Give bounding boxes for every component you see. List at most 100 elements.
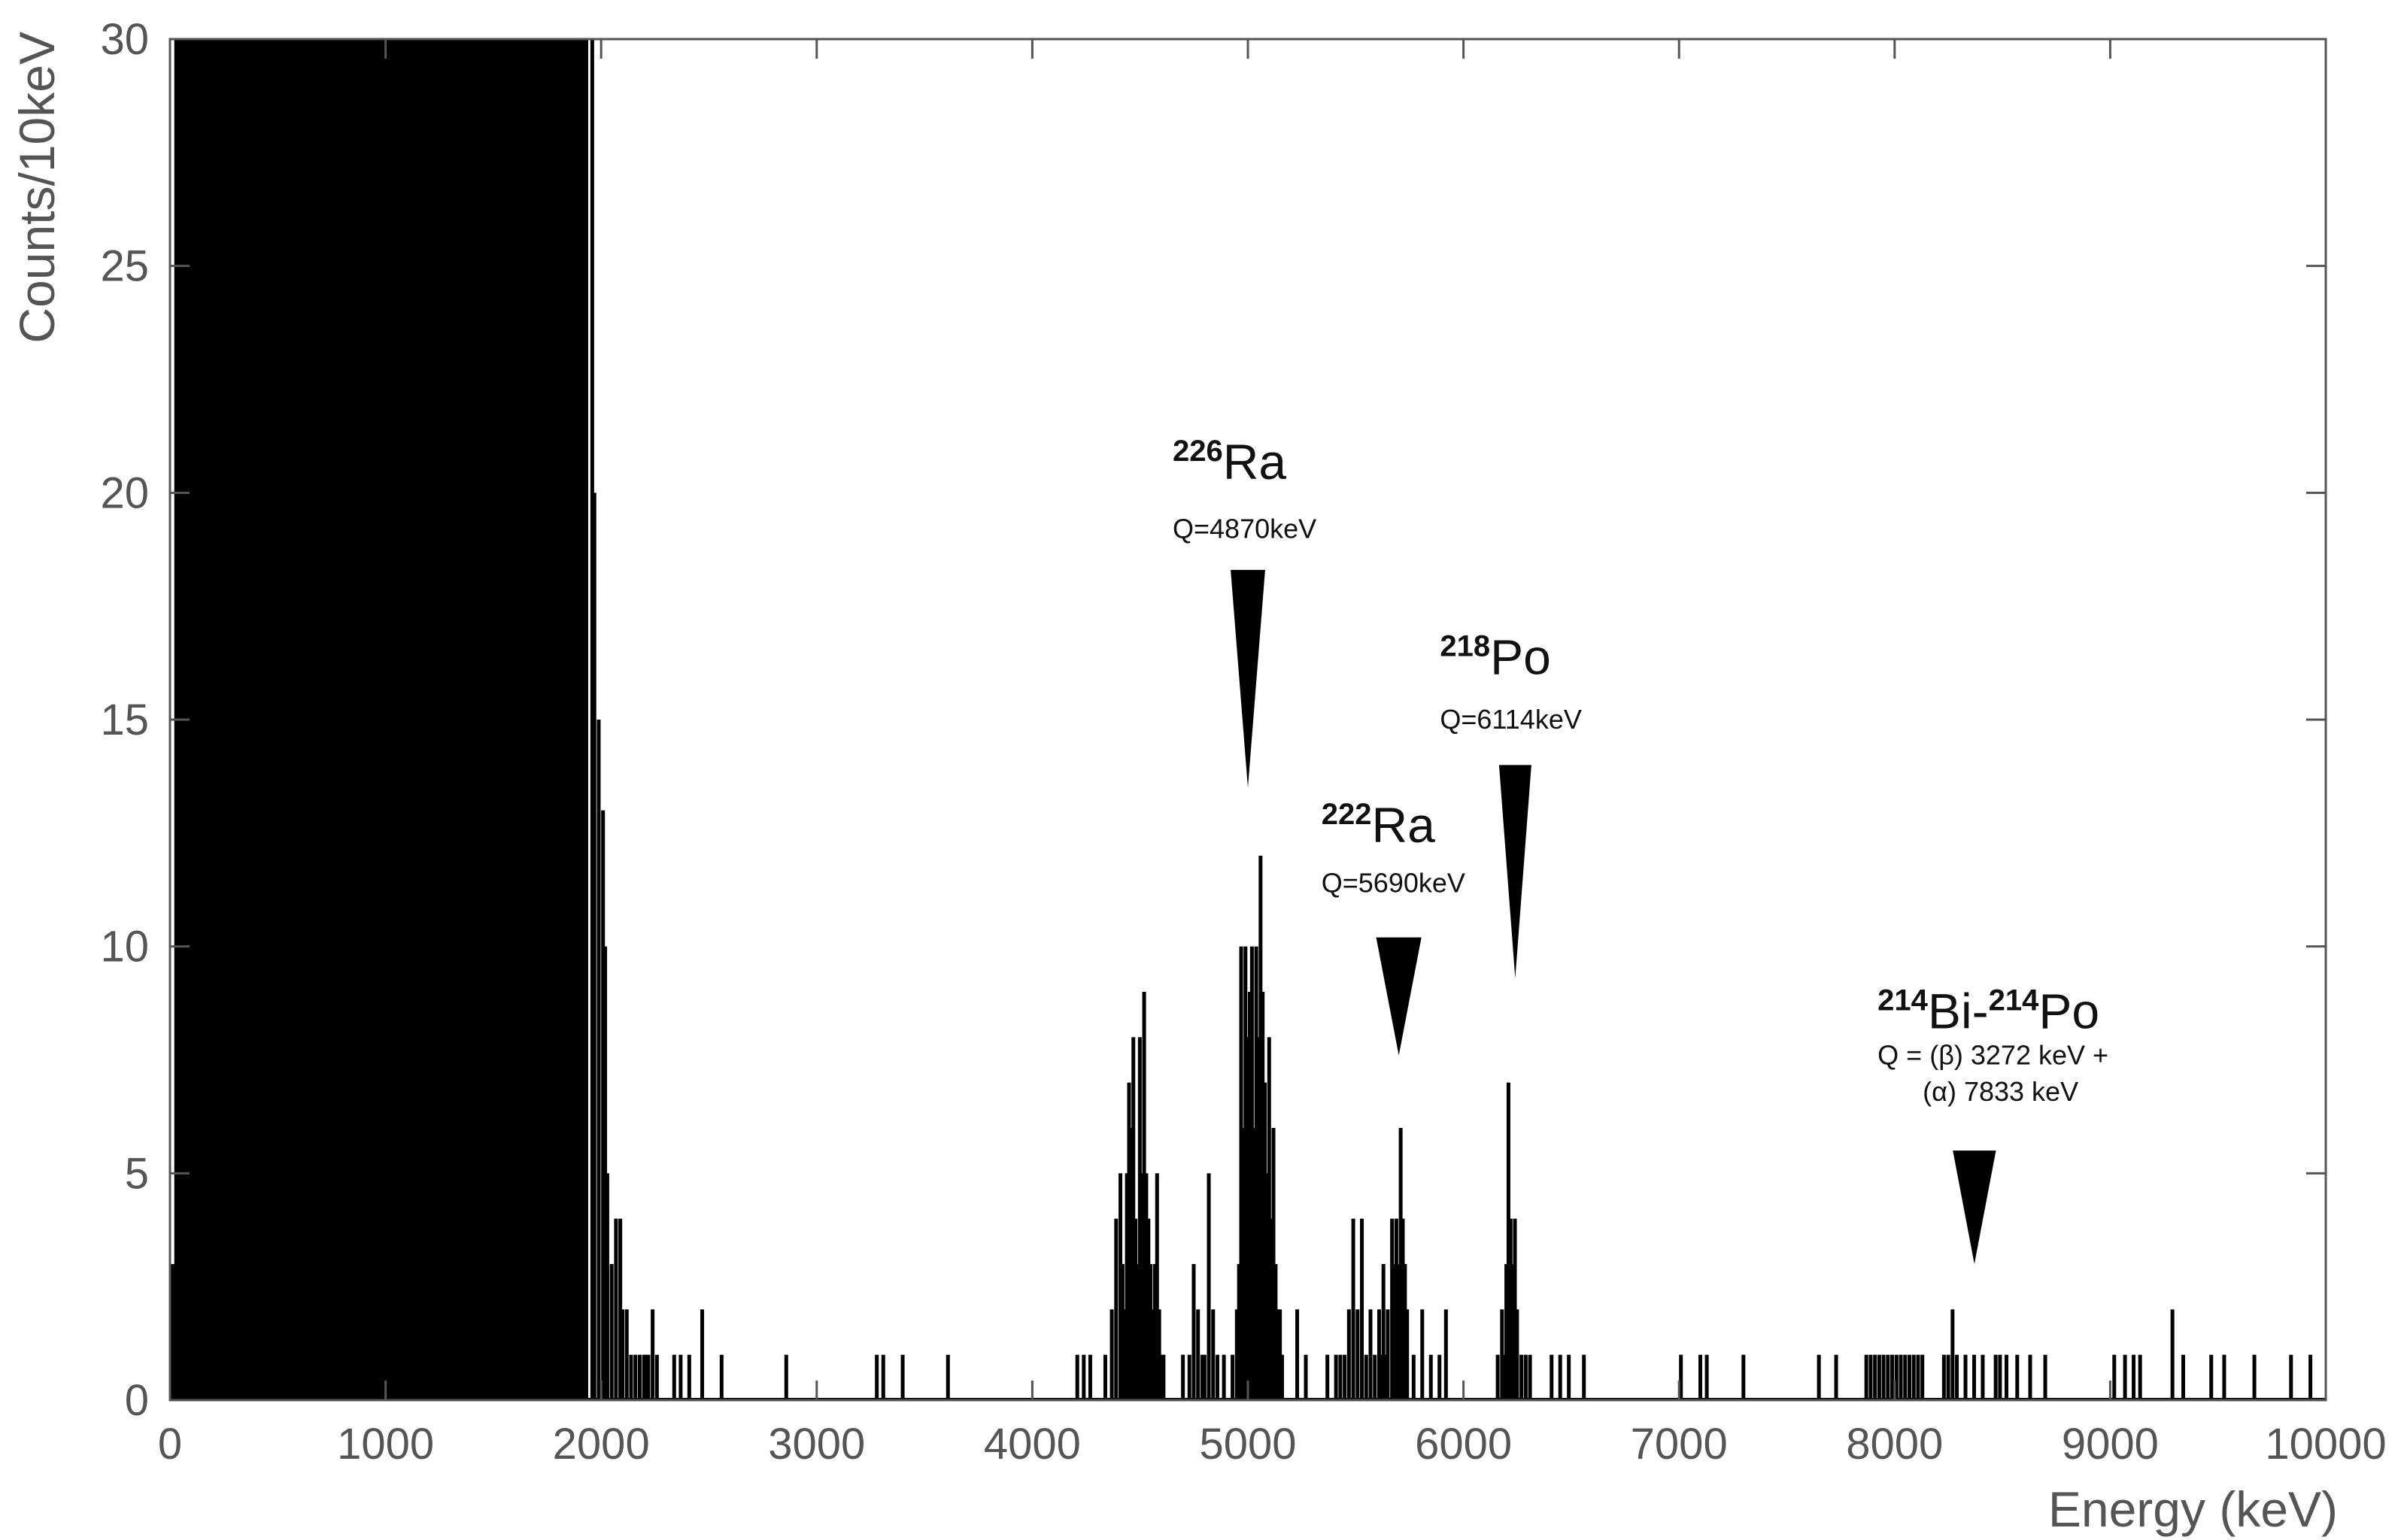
bar: [1873, 1354, 1877, 1400]
q-value-label: Q=4870keV: [1173, 514, 1316, 544]
bar: [654, 1354, 659, 1400]
bar: [1157, 1309, 1161, 1400]
bar: [678, 1354, 683, 1400]
isotope-label: 218Po: [1440, 629, 1550, 685]
bar: [1325, 1354, 1330, 1400]
bar: [1971, 1354, 1976, 1400]
bar: [1364, 1354, 1368, 1400]
bar: [1950, 1309, 1955, 1400]
bar: [1103, 1354, 1107, 1400]
bar: [2004, 1354, 2008, 1400]
saturated-bars: [174, 39, 589, 1400]
y-tick-label: 10: [100, 923, 149, 972]
bar: [1200, 1354, 1204, 1400]
bar: [609, 1264, 614, 1400]
bar: [900, 1354, 905, 1400]
bar: [1187, 1354, 1191, 1400]
x-tick-label: 10000: [2265, 1420, 2386, 1469]
bar: [590, 39, 594, 1400]
bar: [1941, 1354, 1946, 1400]
bar: [2112, 1354, 2117, 1400]
bar: [1276, 1309, 1280, 1400]
bar: [1567, 1354, 1571, 1400]
q-value-label-2: (α) 7833 keV: [1923, 1076, 2078, 1107]
bar: [2043, 1354, 2047, 1400]
bar: [2289, 1354, 2293, 1400]
bar: [1907, 1354, 1911, 1400]
peak-marker-arrow: [1376, 937, 1422, 1056]
bar: [1405, 1309, 1410, 1400]
bar: [1392, 1264, 1397, 1400]
bar: [1916, 1354, 1920, 1400]
y-tick-label: 30: [100, 15, 149, 64]
bar: [1403, 1264, 1407, 1400]
bar: [1383, 1354, 1388, 1400]
bar: [1519, 1354, 1524, 1400]
bar: [1495, 1354, 1500, 1400]
bar: [1273, 1264, 1278, 1400]
bar: [1502, 1354, 1507, 1400]
y-tick-label: 0: [125, 1376, 149, 1425]
bar: [1351, 1218, 1355, 1400]
bar: [1355, 1309, 1360, 1400]
bar: [596, 720, 601, 1400]
q-value-label: Q = (β) 3272 keV +: [1877, 1040, 2108, 1071]
bar: [1134, 1218, 1138, 1400]
bar: [1386, 1309, 1390, 1400]
bar: [1246, 1037, 1250, 1400]
bar: [1222, 1354, 1226, 1400]
bar: [1122, 1309, 1127, 1400]
bar: [1946, 1354, 1950, 1400]
bar: [1127, 1082, 1131, 1400]
bar: [651, 1309, 655, 1400]
bar: [1963, 1354, 1968, 1400]
bar: [1379, 1354, 1383, 1400]
bar: [1890, 1354, 1895, 1400]
bar: [1125, 1173, 1129, 1400]
q-value-label: Q=5690keV: [1322, 867, 1465, 898]
peak-marker-arrow: [1231, 569, 1265, 788]
bar: [1149, 1264, 1153, 1400]
y-tick-label: 15: [100, 696, 149, 744]
bar: [1396, 1264, 1401, 1400]
bar: [1088, 1354, 1092, 1400]
bar: [1420, 1309, 1425, 1400]
y-tick-label: 5: [125, 1149, 149, 1198]
bar: [1237, 1264, 1241, 1400]
bar: [172, 1264, 176, 1400]
bar: [1998, 1354, 2002, 1400]
bar: [1515, 1309, 1519, 1400]
bar: [1903, 1354, 1908, 1400]
bar: [1346, 1309, 1351, 1400]
bar: [1248, 992, 1252, 1400]
bar: [1216, 1354, 1220, 1400]
bar: [1377, 1309, 1381, 1400]
x-tick-label: 2000: [553, 1420, 650, 1469]
bar: [1075, 1354, 1079, 1400]
y-tick-label: 20: [100, 468, 149, 517]
bar: [2028, 1354, 2032, 1400]
bar: [1304, 1354, 1308, 1400]
bar: [1508, 1218, 1513, 1400]
bar: [1252, 1128, 1256, 1400]
bar: [1993, 1354, 1998, 1400]
bar: [592, 493, 596, 1401]
bar: [719, 1354, 724, 1400]
bar: [1500, 1309, 1504, 1400]
bar: [644, 1354, 648, 1400]
bar: [2209, 1354, 2214, 1400]
bar: [672, 1354, 676, 1400]
bar: [1582, 1354, 1586, 1400]
bar: [614, 1218, 618, 1400]
isotope-label: 226Ra: [1173, 434, 1286, 490]
bar: [1231, 1354, 1235, 1400]
bar: [1864, 1354, 1868, 1400]
bar: [1704, 1354, 1709, 1400]
bar: [1523, 1354, 1528, 1400]
bar: [1155, 1173, 1159, 1400]
bar: [1334, 1354, 1338, 1400]
x-tick-label: 0: [158, 1420, 182, 1469]
bar: [1211, 1309, 1216, 1400]
